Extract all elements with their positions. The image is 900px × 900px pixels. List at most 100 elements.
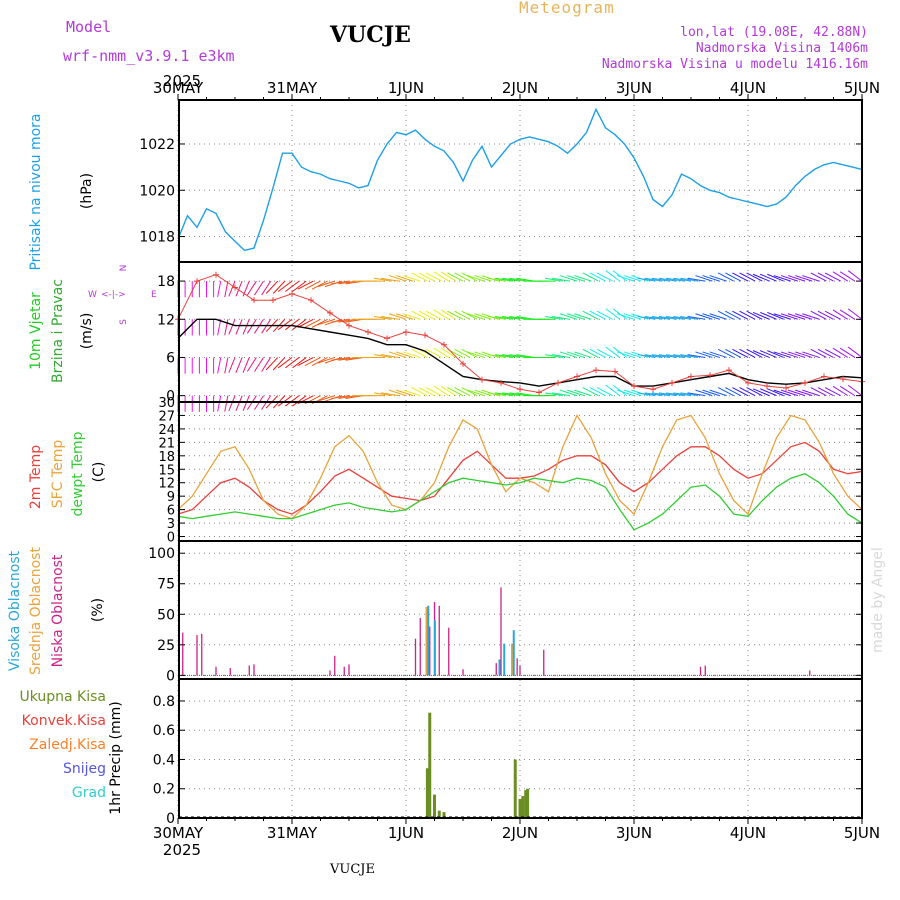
wind-axis-subtitle: Brzina i Pravac	[50, 279, 66, 383]
precip-bar	[442, 812, 446, 818]
wind-barb	[388, 275, 407, 282]
wind-barb	[454, 348, 471, 358]
wind-barb	[388, 389, 407, 397]
wind-barb	[773, 313, 791, 320]
time-label-top: 1JUN	[388, 79, 424, 97]
wind-barb	[272, 280, 286, 294]
wind-barb	[624, 389, 642, 397]
pressure-axis-title: Pritisak na nivou mora	[28, 113, 44, 270]
precip-unit: 1hr Precip (mm)	[108, 701, 124, 814]
wind-barb	[839, 347, 856, 358]
wind-barb	[802, 275, 820, 282]
wind-barb	[616, 313, 635, 320]
wind-barb	[658, 277, 677, 282]
wind-barb	[552, 315, 570, 320]
time-label-bottom: 3JUN	[616, 824, 652, 842]
wind-barb	[616, 351, 635, 358]
wind-barb	[787, 275, 806, 282]
wind-barb	[612, 384, 628, 397]
wind-barb	[739, 348, 756, 358]
precip-frozen-title: Zaledj.Kisa	[29, 737, 106, 753]
wind-barb	[388, 313, 407, 320]
wind-barb	[388, 351, 407, 358]
sfc-axis-title: SFC Temp	[50, 440, 66, 509]
wind-barb	[396, 275, 414, 282]
y-tick-label: 21	[158, 436, 175, 451]
wind-barb	[403, 313, 421, 320]
wind-barb	[311, 318, 328, 328]
wind-barb	[582, 272, 599, 282]
wind-barb	[467, 351, 485, 358]
wind-barb	[746, 310, 763, 320]
wind-barb	[396, 351, 414, 358]
temp-unit: (C)	[91, 462, 107, 483]
wind-barb	[832, 271, 849, 282]
wind-barb	[780, 389, 799, 397]
wind-barb	[297, 280, 314, 290]
wind-barb	[612, 346, 628, 358]
wind-barb	[624, 351, 642, 358]
wind-barb	[752, 273, 770, 282]
wind-barb	[695, 313, 713, 320]
wind-barb	[425, 387, 442, 397]
wind-barb	[666, 277, 684, 282]
y-tick-label: 1020	[139, 183, 175, 199]
wind-barb	[767, 388, 784, 397]
wind-barb	[802, 313, 820, 320]
wind-barb	[235, 280, 243, 297]
wind-barb	[440, 347, 457, 358]
wind-barb	[474, 389, 492, 397]
wind-barb	[605, 270, 621, 282]
wind-barb	[680, 277, 699, 282]
wind-barb	[651, 315, 670, 320]
wind-barb	[644, 354, 663, 358]
precip-bar	[428, 712, 432, 818]
y-tick-label: 0	[166, 811, 175, 827]
wind-barb	[725, 272, 742, 282]
wind-barb	[810, 310, 827, 320]
wind-barb	[589, 310, 606, 320]
wind-barb	[461, 272, 478, 282]
wind-barb	[447, 310, 464, 320]
wind-barb	[403, 351, 421, 358]
wind-barb	[265, 280, 279, 294]
wind-barb	[254, 357, 264, 372]
gust-marker	[384, 335, 390, 342]
time-label-bottom: 31MAY	[267, 824, 318, 842]
panel-frame	[178, 678, 863, 819]
time-label-bottom: 5JUN	[844, 824, 880, 842]
wind-barb	[810, 387, 827, 397]
wind-barb	[217, 357, 222, 374]
wind-barb	[839, 271, 856, 282]
wind-barb	[217, 395, 222, 412]
wind-barb	[381, 315, 399, 320]
wind-barb	[810, 348, 827, 358]
wind-barb	[454, 310, 471, 320]
wind-barb	[242, 395, 250, 412]
wind-barb	[695, 389, 713, 397]
wind-barb	[411, 348, 428, 358]
wind-barb	[544, 354, 563, 358]
wind-barb	[767, 273, 784, 282]
gust-marker	[232, 284, 238, 291]
time-label-top: 30MAY	[153, 79, 204, 97]
y-tick-label: 25	[157, 638, 175, 654]
wind-barb	[433, 347, 450, 358]
wind-barb	[425, 272, 442, 282]
credit-label: made by Angel	[870, 547, 886, 653]
wind-barb	[285, 395, 300, 407]
wind-barb	[559, 389, 578, 397]
wind-barb	[433, 385, 450, 397]
wind-barb	[292, 318, 307, 331]
wind-barb	[596, 387, 613, 397]
wind-barb	[582, 310, 599, 320]
wind-barb	[795, 389, 813, 397]
wind-barb	[495, 354, 513, 358]
wind-barb	[447, 272, 464, 282]
gust-marker	[270, 297, 276, 304]
time-label-bottom: 4JUN	[730, 824, 766, 842]
y-tick-label: 0.2	[153, 782, 175, 798]
wind-barb	[709, 275, 727, 282]
gust-marker	[251, 297, 257, 304]
meteogram-title: Meteogram	[519, 0, 615, 17]
